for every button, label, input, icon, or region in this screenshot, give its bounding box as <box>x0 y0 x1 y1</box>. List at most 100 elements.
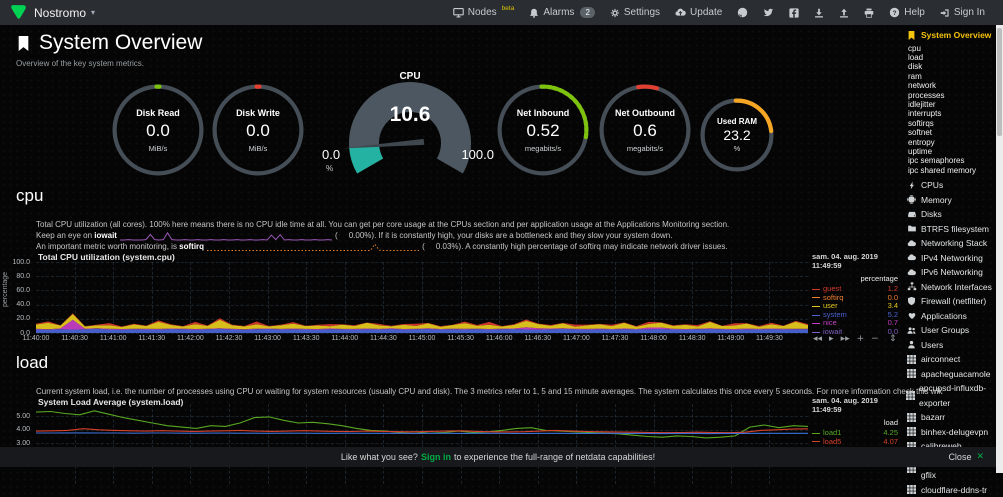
cpu-chart[interactable] <box>36 262 808 334</box>
banner-signin-link[interactable]: Sign in <box>420 452 451 462</box>
legend-entry-system[interactable]: system 5.2 <box>812 310 898 320</box>
sidebar-item-ipv4-networking[interactable]: IPv4 Networking <box>897 251 996 266</box>
play-button[interactable]: ▸ <box>829 334 834 344</box>
facebook-button[interactable] <box>789 7 799 18</box>
help-button[interactable]: ? Help <box>889 7 925 18</box>
print-button[interactable] <box>864 8 874 18</box>
grid-icon <box>906 391 915 401</box>
legend-entry-load1[interactable]: load1 4.25 <box>812 428 898 438</box>
signin-button[interactable]: Sign In <box>940 7 985 18</box>
legend-name: softirq <box>823 292 844 302</box>
gridline-vertical <box>190 404 192 484</box>
gridline-horizontal <box>36 429 808 431</box>
nodes-button[interactable]: Nodes beta <box>452 5 515 18</box>
sidebar-subitem-softnet[interactable]: softnet <box>908 128 933 138</box>
sidebar-subitem-cpu[interactable]: cpu <box>908 43 921 53</box>
sidebar-item-airconnect[interactable]: airconnect <box>897 352 996 367</box>
grid-icon <box>906 354 917 364</box>
sidebar-item-network-interfaces[interactable]: Network Interfaces <box>897 280 996 295</box>
sidebar-item-users[interactable]: Users <box>897 338 996 353</box>
legend-entry-user[interactable]: user 3.4 <box>812 302 898 311</box>
beta-badge: beta <box>501 5 515 12</box>
legend-entry-guest[interactable]: guest 1.2 <box>812 284 898 294</box>
sidebar-subitem-idlejitter[interactable]: idlejitter <box>908 99 936 109</box>
sidebar-item-bazarr[interactable]: bazarr <box>897 410 996 425</box>
gauge-value: 0.52 <box>526 120 560 140</box>
sidebar-subitem-interrupts[interactable]: interrupts <box>908 109 942 119</box>
gear-icon <box>610 8 620 18</box>
sidebar-subitem-uptime[interactable]: uptime <box>908 146 933 156</box>
used-ram-gauge[interactable]: Used RAM 23.2 % <box>700 98 774 172</box>
x-axis-tick: 11:42:00 <box>177 335 204 342</box>
sidebar-item-applications[interactable]: Applications <box>897 309 996 324</box>
legend-entry-load5[interactable]: load5 4.07 <box>812 437 898 447</box>
net-outbound-gauge[interactable]: Net Outbound 0.6 megabits/s <box>599 84 691 176</box>
pan-backward-button[interactable]: ◂◂ <box>813 334 823 344</box>
signin-banner: Like what you see? Sign in to experience… <box>0 447 996 467</box>
alarms-count-badge: 2 <box>580 7 595 18</box>
legend-dash <box>812 288 820 290</box>
sidebar-subitem-ipc-shared-memory[interactable]: ipc shared memory <box>908 165 977 175</box>
sidebar-item-binhex-delugevpn[interactable]: binhex-delugevpn <box>897 425 996 440</box>
gridline-horizontal <box>36 333 808 334</box>
legend-entry-nice[interactable]: nice 0.7 <box>812 319 898 328</box>
x-axis-tick: 11:47:30 <box>601 335 629 342</box>
disk-write-gauge[interactable]: Disk Write 0.0 MiB/s <box>212 84 304 176</box>
sidebar-subitem-ipc-semaphores[interactable]: ipc semaphores <box>908 156 965 166</box>
download-icon <box>814 8 824 18</box>
settings-button[interactable]: Settings <box>610 7 660 18</box>
x-axis-tick: 11:40:00 <box>22 335 50 342</box>
alarms-button[interactable]: Alarms 2 <box>529 7 595 18</box>
gridline-vertical <box>344 404 346 484</box>
sidebar-item-cpus[interactable]: CPUs <box>897 178 996 193</box>
import-snapshot-button[interactable] <box>839 8 849 18</box>
sidebar-subitem-ram[interactable]: ram <box>908 71 922 81</box>
gridline-horizontal <box>36 416 808 418</box>
gridline-vertical <box>383 404 385 484</box>
sidebar-item-cloudflare-ddns-tr[interactable]: cloudflare-ddns-tr <box>897 483 996 497</box>
export-snapshot-button[interactable] <box>814 8 824 18</box>
sidebar-subitem-disk[interactable]: disk <box>908 62 923 72</box>
load-intro-text: Current system load, i.e. the number of … <box>36 387 943 396</box>
sidebar-item-user-groups[interactable]: User Groups <box>897 323 996 338</box>
top-navbar: Nostromo ▾ Nodes beta Alarms 2 Settings … <box>0 0 1003 25</box>
load-chart[interactable] <box>36 404 808 484</box>
zoom-out-button[interactable]: − <box>871 334 879 344</box>
sidebar-item-memory[interactable]: Memory <box>897 193 996 208</box>
net-inbound-gauge[interactable]: Net Inbound 0.52 megabits/s <box>497 84 589 176</box>
update-button[interactable]: Update <box>675 7 722 18</box>
sidebar-item-apcupsd-influxdb-exporter[interactable]: apcupsd-influxdb-exporter <box>897 381 996 410</box>
sidebar-item-system-overview[interactable]: System Overview <box>897 28 996 43</box>
github-button[interactable] <box>737 7 748 18</box>
scrollbar-thumb[interactable] <box>997 28 1002 136</box>
page-scrollbar[interactable] <box>996 25 1003 473</box>
sidebar-subitem-load[interactable]: load <box>908 52 924 62</box>
sidebar-subitem-entropy[interactable]: entropy <box>908 137 935 147</box>
y-axis-tick: 5.00 <box>16 412 30 420</box>
sidebar-item-ipv6-networking[interactable]: IPv6 Networking <box>897 265 996 280</box>
legend-dash <box>812 441 820 443</box>
legend-entry-iowait[interactable]: iowait 0.0 <box>812 327 898 337</box>
cpu-gauge[interactable]: CPU 10.6 0.0 100.0 % <box>320 71 500 183</box>
gridline-horizontal <box>36 443 808 445</box>
hostname-menu[interactable]: Nostromo ▾ <box>34 6 95 20</box>
sidebar-subitem-network[interactable]: network <box>908 81 937 91</box>
sidebar-subitem-softirqs[interactable]: softirqs <box>908 118 934 128</box>
disk-read-gauge[interactable]: Disk Read 0.0 MiB/s <box>112 84 204 176</box>
twitter-button[interactable] <box>763 7 774 18</box>
gridline-vertical <box>499 262 501 333</box>
sidebar-subitem-processes[interactable]: processes <box>908 90 945 100</box>
netdata-logo[interactable] <box>10 4 27 21</box>
page-title: System Overview <box>16 31 202 55</box>
legend-entry-softirq[interactable]: softirq 0.0 <box>812 292 898 303</box>
sidebar-item-networking-stack[interactable]: Networking Stack <box>897 236 996 251</box>
banner-close-button[interactable]: Close ✕ <box>948 452 984 462</box>
sidebar-item-apacheguacamole[interactable]: apacheguacamole <box>897 367 996 382</box>
sidebar-item-btrfs-filesystem[interactable]: BTRFS filesystem <box>897 222 996 237</box>
zoom-in-button[interactable]: + <box>856 334 865 344</box>
sidebar-item-firewall-netfilter[interactable]: Firewall (netfilter) <box>897 294 996 309</box>
pan-forward-button[interactable]: ▸▸ <box>840 334 850 344</box>
chart-resize-handle[interactable]: ⇕ <box>889 334 897 344</box>
sidebar-item-disks[interactable]: Disks <box>897 207 996 222</box>
gridline-vertical <box>653 404 655 484</box>
